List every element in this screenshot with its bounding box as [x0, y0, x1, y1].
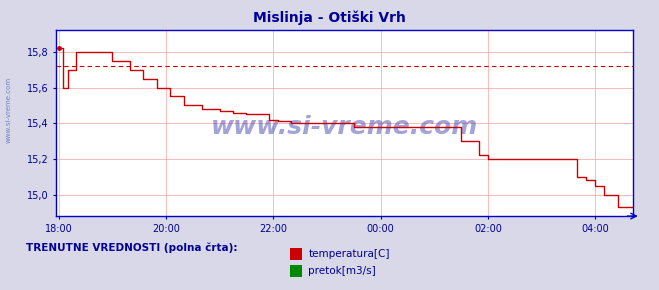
Text: pretok[m3/s]: pretok[m3/s]: [308, 266, 376, 276]
Text: www.si-vreme.com: www.si-vreme.com: [211, 115, 478, 139]
Text: www.si-vreme.com: www.si-vreme.com: [5, 77, 11, 143]
Text: temperatura[C]: temperatura[C]: [308, 249, 390, 259]
Text: Mislinja - Otiški Vrh: Mislinja - Otiški Vrh: [253, 10, 406, 25]
Text: TRENUTNE VREDNOSTI (polna črta):: TRENUTNE VREDNOSTI (polna črta):: [26, 242, 238, 253]
